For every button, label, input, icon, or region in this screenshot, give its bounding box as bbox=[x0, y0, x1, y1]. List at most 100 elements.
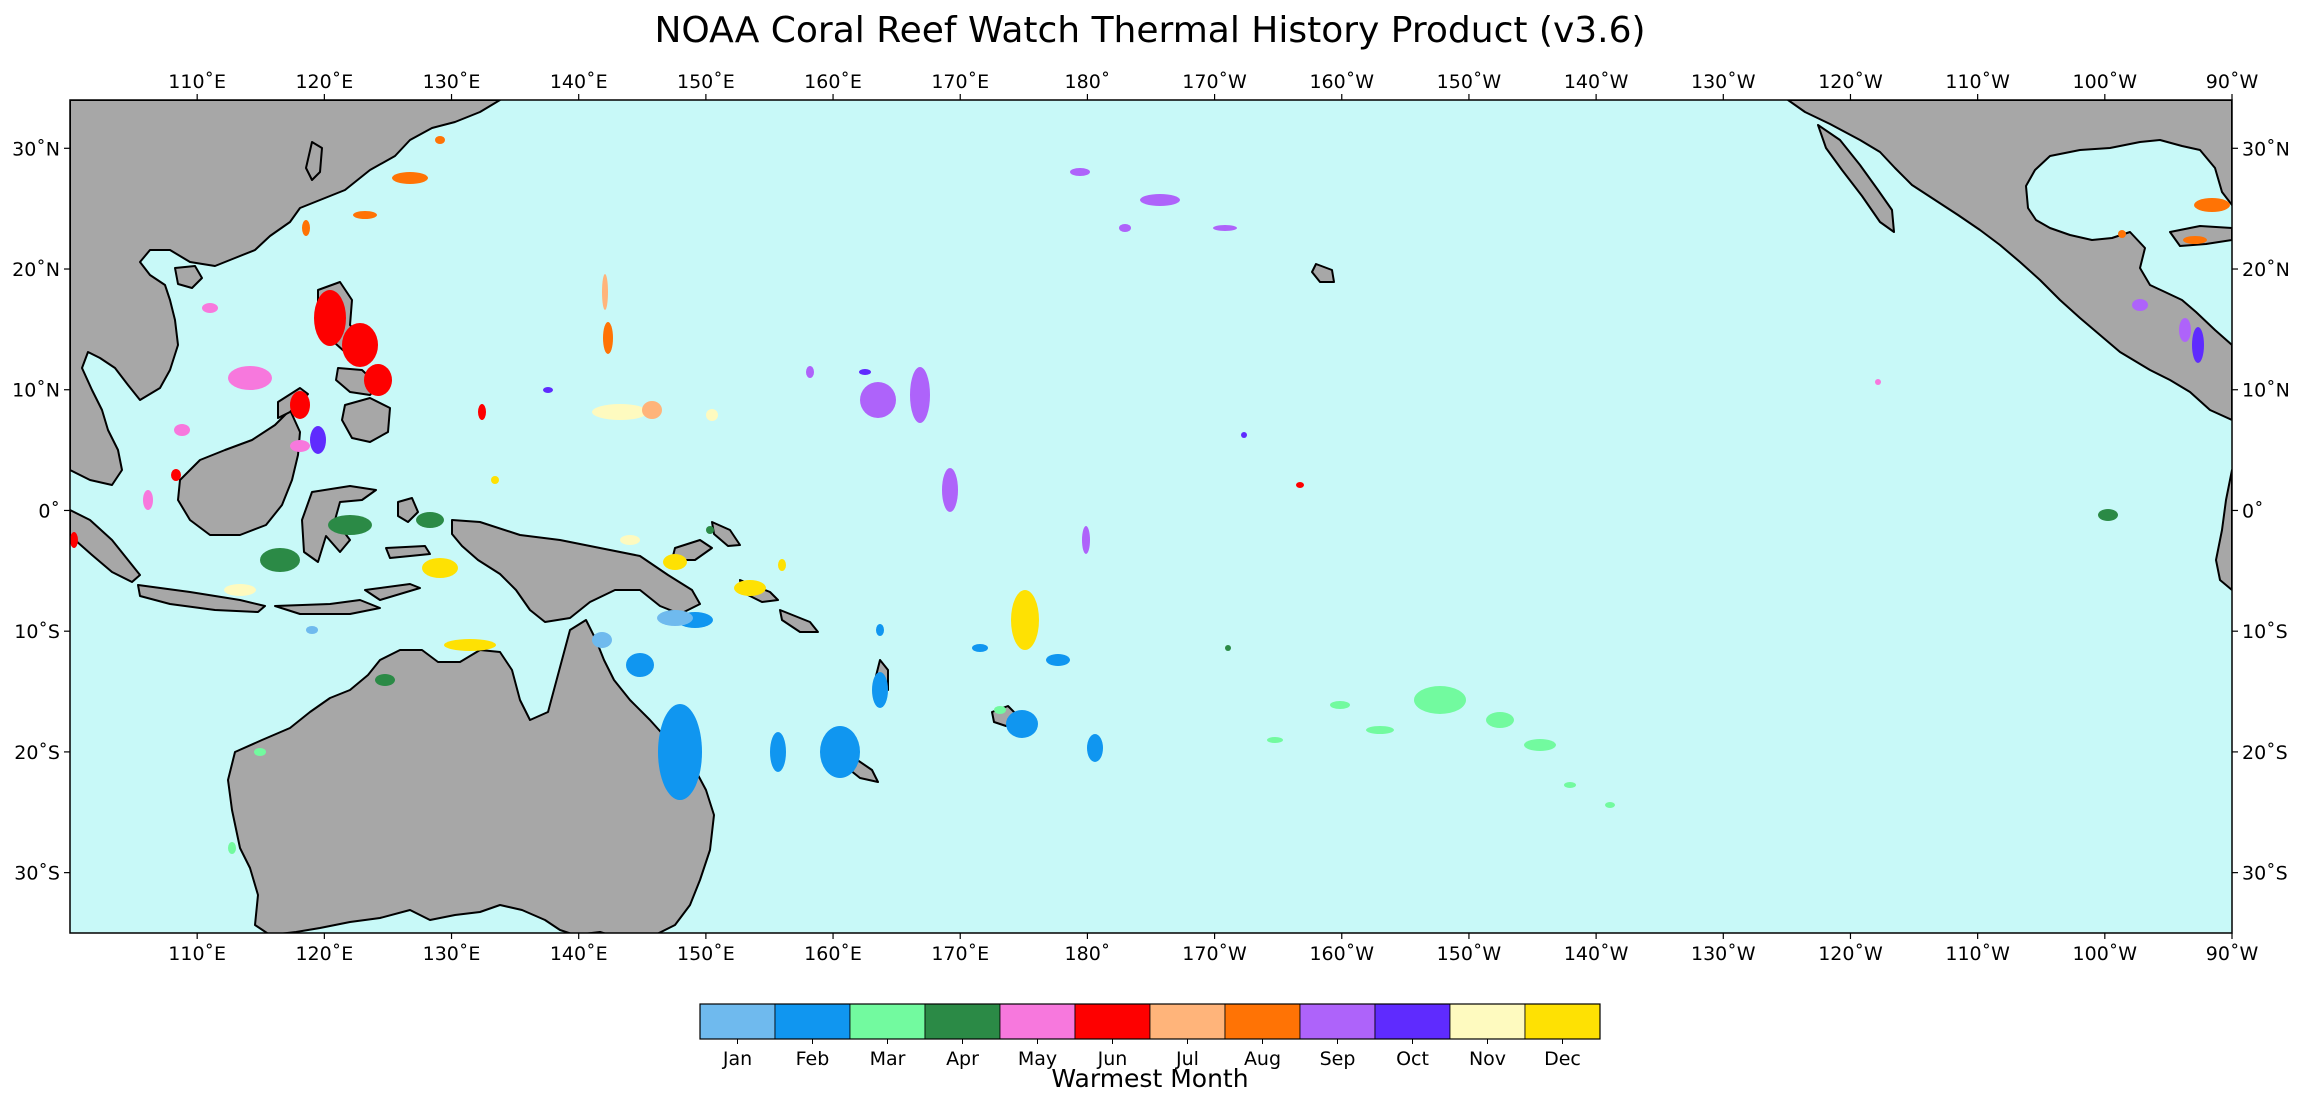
lon-label-bottom: 150˚E bbox=[677, 943, 735, 965]
lon-label-top: 100˚W bbox=[2073, 71, 2138, 93]
lon-label-bottom: 130˚E bbox=[423, 943, 481, 965]
colorbar-swatch-jul bbox=[1149, 1003, 1226, 1040]
land-north-america bbox=[1787, 100, 2232, 421]
lon-label-top: 120˚W bbox=[1818, 71, 1883, 93]
colorbar: Jan Feb Mar Apr May Jun Jul Aug Sep Oct Nov Dec bbox=[699, 1003, 1601, 1070]
lon-label-bottom: 160˚E bbox=[804, 943, 862, 965]
colorbar-swatch-aug bbox=[1224, 1003, 1301, 1040]
land-timor bbox=[364, 583, 421, 601]
lon-label-top: 110˚W bbox=[1945, 71, 2010, 93]
land-solomons-2 bbox=[779, 609, 819, 633]
reef-patch-dec bbox=[422, 476, 1039, 651]
land-hainan bbox=[174, 265, 203, 289]
reef-patch-may bbox=[143, 303, 1881, 510]
land-java bbox=[137, 584, 266, 613]
map-frame bbox=[69, 99, 2233, 934]
colorbar-month-label: Oct bbox=[1396, 1048, 1429, 1070]
colorbar-month-label: Aug bbox=[1244, 1048, 1281, 1070]
lon-label-bottom: 120˚W bbox=[1818, 943, 1883, 965]
lat-label-left: 20˚N bbox=[12, 259, 60, 281]
lon-label-top: 140˚W bbox=[1564, 71, 1629, 93]
colorbar-month-label: Dec bbox=[1544, 1048, 1581, 1070]
land-group bbox=[70, 100, 2232, 933]
land-sulawesi bbox=[301, 485, 377, 563]
reef-patch-nov bbox=[224, 404, 718, 596]
colorbar-month-label: Jun bbox=[1097, 1048, 1128, 1070]
lon-label-top: 130˚E bbox=[423, 71, 481, 93]
lon-label-top: 140˚E bbox=[550, 71, 608, 93]
lon-label-bottom: 180˚ bbox=[1065, 943, 1111, 965]
reef-patch-feb bbox=[626, 612, 1103, 800]
lon-label-bottom: 140˚W bbox=[1564, 943, 1629, 965]
lon-label-bottom: 110˚E bbox=[168, 943, 226, 965]
lat-label-right: 20˚S bbox=[2242, 742, 2288, 764]
colorbar-month-label: Nov bbox=[1469, 1048, 1506, 1070]
colorbar-label: Warmest Month bbox=[1051, 1064, 1249, 1093]
land-south-america bbox=[2215, 469, 2232, 591]
lat-label-right: 20˚N bbox=[2242, 259, 2290, 281]
reef-patch-jan bbox=[306, 610, 693, 648]
colorbar-month-label: Feb bbox=[796, 1048, 830, 1070]
lat-label-left: 0˚ bbox=[38, 500, 60, 522]
colorbar-swatch-dec bbox=[1524, 1003, 1601, 1040]
land-asia-mainland bbox=[70, 100, 501, 486]
lat-label-right: 30˚S bbox=[2242, 863, 2288, 885]
lat-label-left: 10˚S bbox=[14, 621, 60, 643]
lon-label-bottom: 100˚W bbox=[2073, 943, 2138, 965]
lon-label-bottom: 160˚W bbox=[1309, 943, 1374, 965]
colorbar-swatch-may bbox=[999, 1003, 1076, 1040]
lon-label-top: 160˚W bbox=[1309, 71, 1374, 93]
reef-patch-sep bbox=[806, 168, 2191, 554]
axis-ticks: 110˚E 110˚E 120˚E 120˚E 130˚E 130˚E 140˚E 140˚E… bbox=[12, 71, 2290, 965]
lat-label-right: 10˚S bbox=[2242, 621, 2288, 643]
colorbar-swatch-nov bbox=[1449, 1003, 1526, 1040]
lon-label-top: 120˚E bbox=[295, 71, 353, 93]
land-borneo bbox=[177, 409, 301, 536]
reef-patch-aug bbox=[302, 136, 2230, 354]
land-hawaii bbox=[1311, 263, 1335, 283]
lon-label-top: 150˚W bbox=[1437, 71, 1502, 93]
lon-label-top: 160˚E bbox=[804, 71, 862, 93]
colorbar-swatch-oct bbox=[1374, 1003, 1451, 1040]
land-taiwan bbox=[305, 141, 323, 181]
lat-label-right: 30˚N bbox=[2242, 138, 2290, 160]
reef-patch-jun bbox=[70, 290, 1304, 548]
colorbar-swatch-jan bbox=[699, 1003, 776, 1040]
lon-label-top: 90˚W bbox=[2206, 71, 2259, 93]
land-halmahera bbox=[397, 497, 419, 523]
lon-label-top: 150˚E bbox=[677, 71, 735, 93]
reef-patch-oct bbox=[310, 327, 2204, 454]
lat-label-right: 0˚ bbox=[2242, 500, 2264, 522]
lon-label-bottom: 170˚E bbox=[931, 943, 989, 965]
colorbar-month-label: Jul bbox=[1175, 1048, 1199, 1070]
reef-patch-mar bbox=[228, 686, 1615, 854]
colorbar-month-label: Apr bbox=[946, 1048, 979, 1070]
reef-patches bbox=[70, 136, 2230, 854]
lon-label-top: 180˚ bbox=[1065, 71, 1111, 93]
lon-label-bottom: 110˚W bbox=[1945, 943, 2010, 965]
colorbar-month-label: Sep bbox=[1320, 1048, 1356, 1070]
lat-label-left: 20˚S bbox=[14, 742, 60, 764]
lon-label-bottom: 120˚E bbox=[295, 943, 353, 965]
lat-label-left: 30˚S bbox=[14, 863, 60, 885]
colorbar-swatch-mar bbox=[849, 1003, 926, 1040]
colorbar-swatch-sep bbox=[1299, 1003, 1376, 1040]
colorbar-frame bbox=[699, 1003, 1601, 1040]
colorbar-month-label: May bbox=[1018, 1048, 1057, 1070]
lon-label-top: 130˚W bbox=[1691, 71, 1756, 93]
figure-title: NOAA Coral Reef Watch Thermal History Pr… bbox=[654, 10, 1646, 51]
land-baja-california bbox=[1817, 124, 1895, 233]
land-new-ireland bbox=[711, 521, 741, 547]
land-mindanao bbox=[341, 397, 391, 443]
reef-patch-apr bbox=[260, 509, 2118, 686]
colorbar-month-label: Mar bbox=[870, 1048, 906, 1070]
lon-label-bottom: 150˚W bbox=[1437, 943, 1502, 965]
lat-label-left: 30˚N bbox=[12, 138, 60, 160]
lon-label-bottom: 130˚W bbox=[1691, 943, 1756, 965]
land-lesser-sunda bbox=[274, 599, 381, 615]
lon-label-top: 170˚W bbox=[1182, 71, 1247, 93]
lon-label-top: 170˚E bbox=[931, 71, 989, 93]
colorbar-month-label: Jan bbox=[722, 1048, 752, 1070]
land-australia bbox=[227, 619, 715, 933]
